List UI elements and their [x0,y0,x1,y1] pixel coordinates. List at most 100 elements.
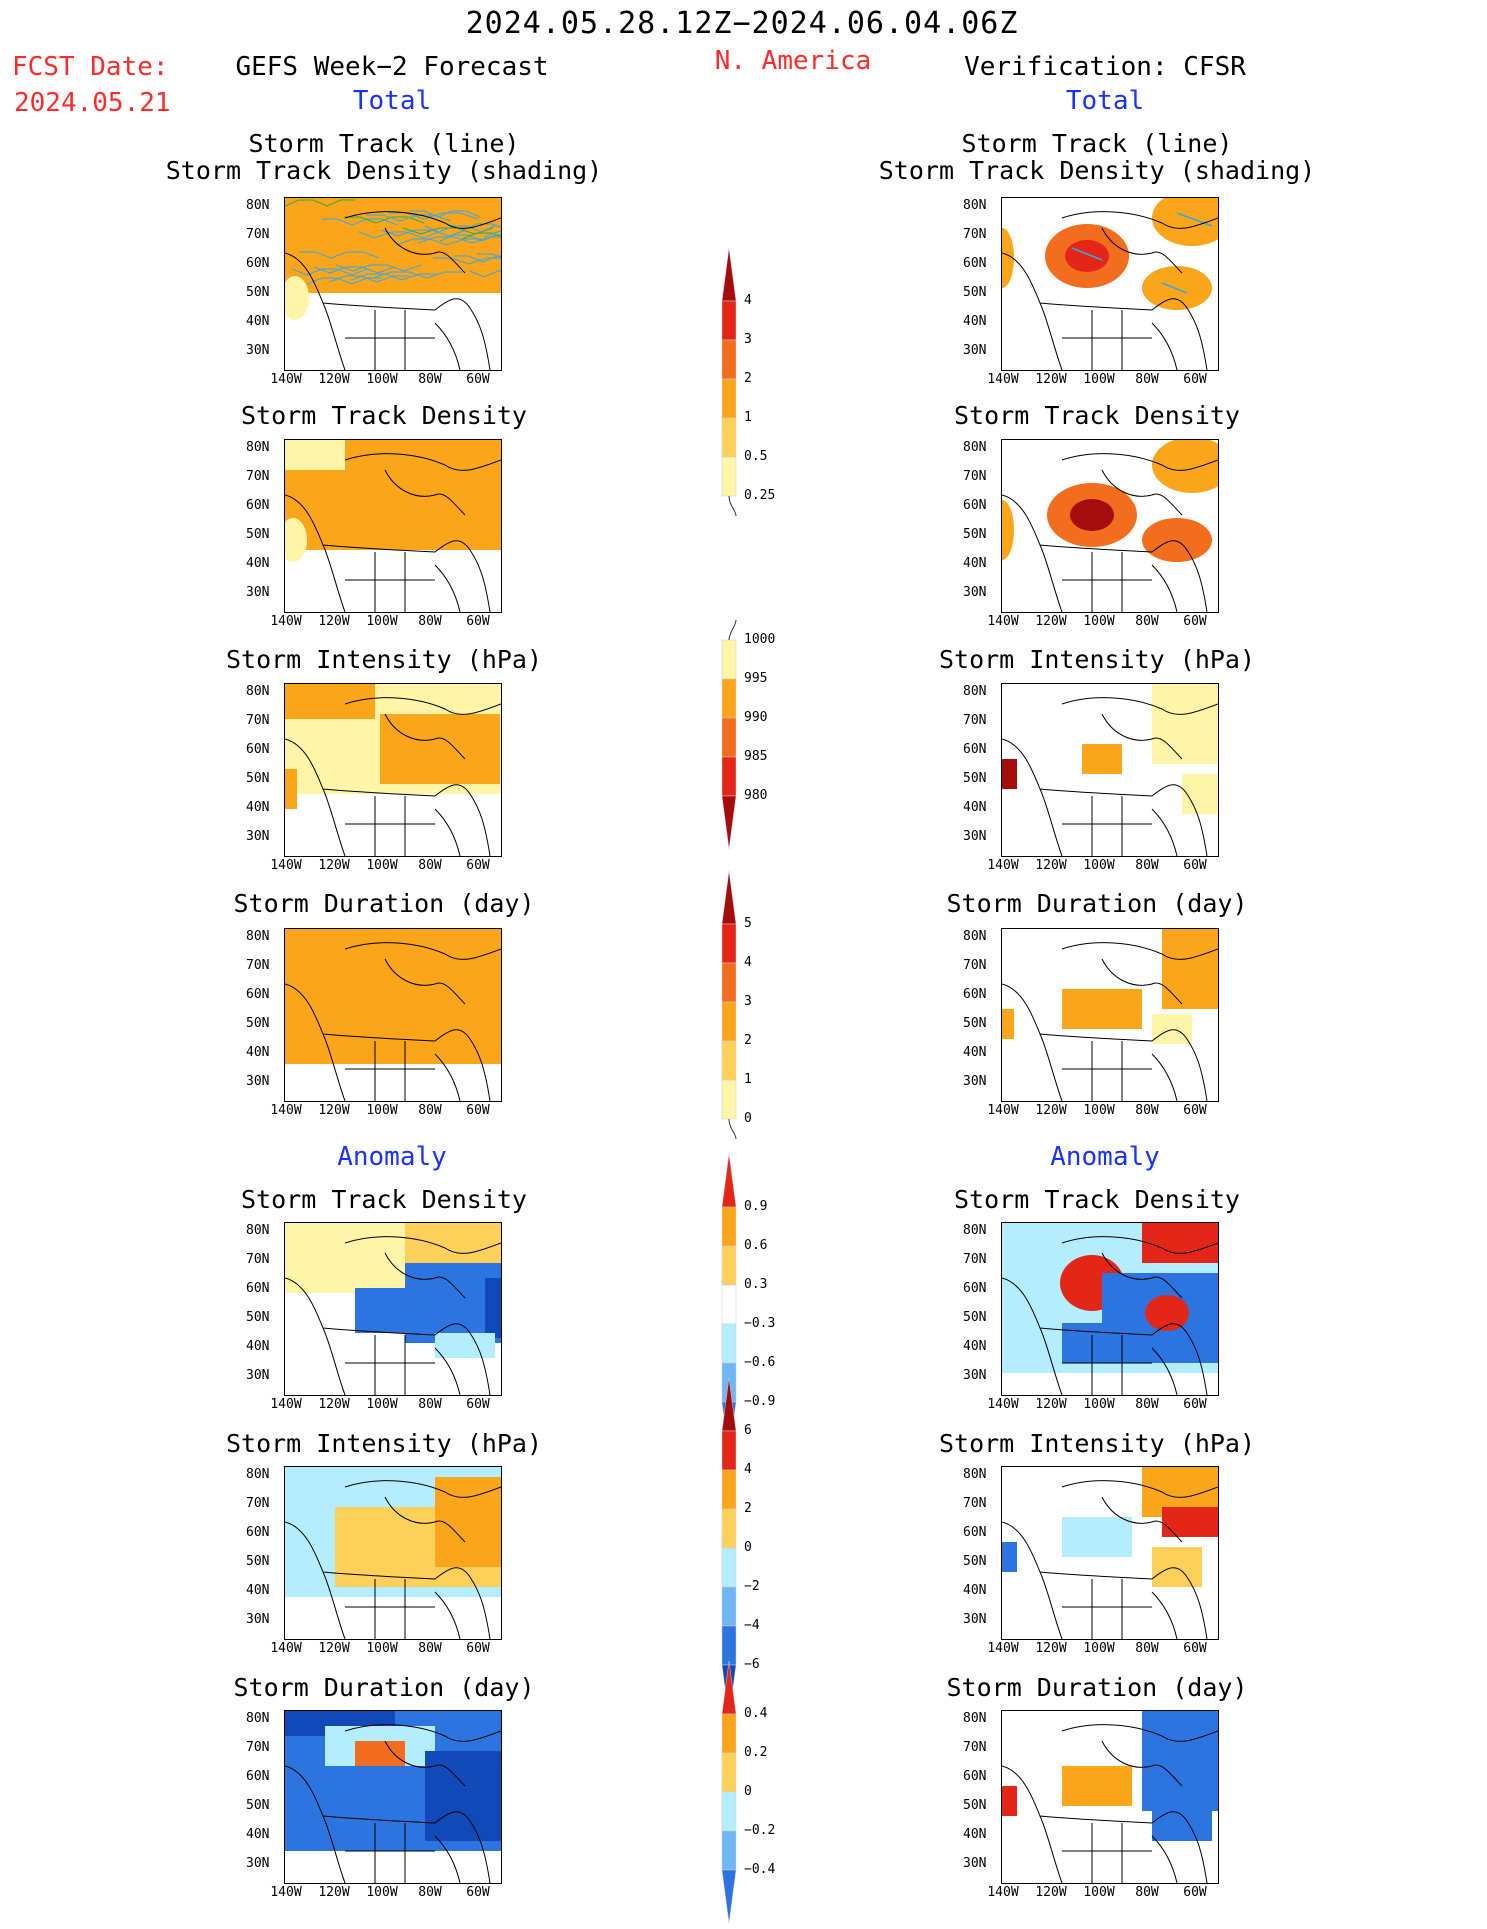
lon-label-left-density-0: 140W [270,614,302,629]
colorbar-label-duration_total-2: 3 [744,994,752,1009]
lon-label-left-density-2: 100W [366,614,398,629]
shading-right-duration-2 [1162,929,1218,1009]
lat-label-right-duration-1: 70N [963,958,987,973]
colorbar-duration_total-segment-3 [721,1001,737,1042]
shading-right-density-2 [1142,518,1212,562]
colorbar-density_anom-segment-2 [721,1245,737,1286]
colorbar-density_anom-segment-4 [721,1323,737,1364]
lon-label-right-density-anom-3: 80W [1135,1397,1159,1412]
colorbar-intensity_anom-segment-2 [721,1469,737,1510]
storm-track-line-1 [1161,282,1188,294]
lon-label-right-duration-anom-3: 80W [1135,1885,1159,1900]
lon-label-right-track-4: 60W [1183,372,1207,387]
fcst-date-label: FCST Date: [12,52,169,82]
storm-track-line-10 [455,255,501,263]
map-panel-left-track [284,197,502,371]
lon-label-left-intensity-1: 120W [318,858,350,873]
colorbar-label-intensity_anom-3: 0 [744,1540,752,1555]
lon-label-right-track-3: 80W [1135,372,1159,387]
shading-right-intensity-anom-2 [1062,1517,1132,1557]
storm-track-line-0 [1071,247,1103,261]
lon-label-right-density-anom-2: 100W [1083,1397,1115,1412]
map-panel-right-track [1001,197,1219,371]
lat-label-right-density-anom-0: 80N [963,1223,987,1238]
colorbar-intensity_total-segment-0 [721,639,737,680]
lat-label-right-intensity-anom-5: 30N [963,1612,987,1627]
shading-left-intensity-3 [285,769,297,809]
lon-label-left-density-anom-2: 100W [366,1397,398,1412]
coastline-right-intensity [1002,697,1218,856]
storm-track-line-25 [410,210,481,218]
colorbar-label-intensity_total-4: 980 [744,788,768,803]
coastline-right-density [1002,453,1218,612]
colorbar-intensity_anom-segment-3 [721,1508,737,1549]
shading-left-intensity-anom-2 [435,1477,501,1567]
lat-label-right-intensity-5: 30N [963,829,987,844]
storm-track-line-18 [350,273,436,281]
shading-right-intensity-1 [1002,759,1017,789]
colorbar-intensity_total-segment-2 [721,717,737,758]
storm-track-line-17 [313,266,395,274]
map-panel-right-duration [1001,928,1219,1102]
lat-label-left-intensity-4: 40N [246,800,270,815]
lat-label-right-intensity-anom-0: 80N [963,1467,987,1482]
coastline-left-density [285,453,501,612]
colorbar-label-duration_anom-1: 0.2 [744,1745,768,1760]
coastline-left-duration-anom [285,1724,501,1883]
colorbar-duration_total-segment-1 [721,923,737,964]
map-field-left-intensity [285,684,501,856]
colorbar-density_total-segment-1 [721,300,737,341]
shading-right-density-1 [1070,499,1114,531]
lat-label-right-track-3: 50N [963,285,987,300]
colorbar-label-density_total-5: 0.25 [744,488,776,503]
lat-label-left-density-anom-3: 50N [246,1310,270,1325]
colorbar-label-density_anom-2: 0.3 [744,1277,768,1292]
colorbar-label-duration_total-5: 0 [744,1111,752,1126]
lon-label-right-duration-1: 120W [1035,1103,1067,1118]
coastline-left-intensity-anom [285,1480,501,1639]
storm-track-line-11 [291,268,368,276]
colorbar-label-density_total-3: 1 [744,410,752,425]
shading-right-track-4 [1002,228,1014,288]
lon-label-right-density-anom-0: 140W [987,1397,1019,1412]
lat-label-left-density-anom-2: 60N [246,1281,270,1296]
lat-label-right-density-4: 40N [963,556,987,571]
storm-track-line-5 [469,270,501,278]
lon-label-left-density-anom-1: 120W [318,1397,350,1412]
map-field-right-track [1002,198,1218,370]
lat-label-right-duration-2: 60N [963,987,987,1002]
lon-label-left-track-4: 60W [466,372,490,387]
lat-label-right-intensity-anom-4: 40N [963,1583,987,1598]
colorbar-duration_total [721,870,737,1139]
colorbar-duration_anom-segment-3 [721,1791,737,1832]
region-label: N. America [714,46,872,76]
lon-label-left-track-1: 120W [318,372,350,387]
storm-track-line-2 [358,231,440,239]
lon-label-left-density-4: 60W [466,614,490,629]
lat-label-left-track-5: 30N [246,343,270,358]
storm-track-line-12 [328,275,409,283]
shading-left-duration-anom-4 [425,1751,501,1841]
lat-label-left-duration-anom-4: 40N [246,1827,270,1842]
lat-label-left-intensity-3: 50N [246,771,270,786]
lon-label-right-intensity-3: 80W [1135,858,1159,873]
colorbar-label-intensity_anom-2: 2 [744,1501,752,1516]
shading-left-density-1 [285,440,345,470]
forecast-period: 2024.05.28.12Z−2024.06.04.06Z [465,6,1019,41]
lat-label-right-duration-anom-3: 50N [963,1798,987,1813]
fcst-date-value: 2024.05.21 [14,88,171,118]
panel-title-track-left-2: Storm Track Density (shading) [165,156,603,185]
lon-label-right-duration-anom-1: 120W [1035,1885,1067,1900]
lon-label-left-intensity-anom-3: 80W [418,1641,442,1656]
colorbar-label-density_anom-4: −0.6 [744,1355,776,1370]
colorbar-intensity_total-segment-3 [721,756,737,797]
coastline-left-track [285,211,501,370]
lat-label-right-density-anom-3: 50N [963,1310,987,1325]
colorbar-density_total [721,247,737,516]
lon-label-right-duration-2: 100W [1083,1103,1115,1118]
lat-label-left-intensity-anom-0: 80N [246,1467,270,1482]
panel-title-intensity-right: Storm Intensity (hPa) [938,645,1256,674]
map-panel-left-intensity [284,683,502,857]
lat-label-left-density-3: 50N [246,527,270,542]
lat-label-left-intensity-anom-3: 50N [246,1554,270,1569]
